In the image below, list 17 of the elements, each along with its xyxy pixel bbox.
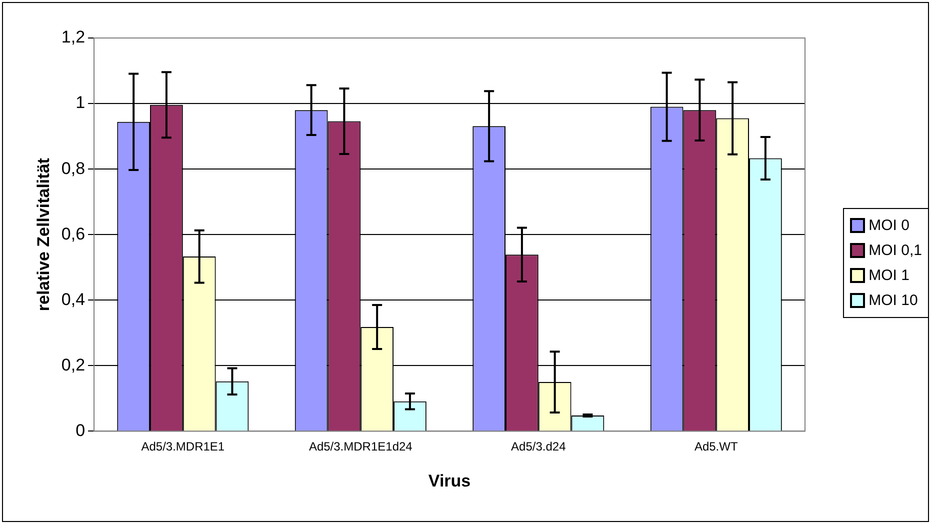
y-tick-label: 0,8	[61, 158, 86, 178]
y-tick-label: 0,6	[61, 224, 86, 244]
x-tick-label: Ad5/3.MDR1E1	[141, 440, 225, 454]
legend-label: MOI 0	[868, 216, 910, 236]
x-axis-title: Virus	[428, 471, 471, 490]
y-tick-label: 0,4	[61, 290, 86, 309]
y-tick-label: 0	[76, 420, 86, 440]
y-tick-label: 1,2	[61, 28, 86, 47]
x-tick-label: Ad5/3.d24	[511, 440, 566, 454]
y-tick-label: 0,2	[61, 355, 86, 374]
x-tick-label: Ad5.WT	[694, 440, 738, 454]
legend-label: MOI 10	[868, 291, 918, 311]
legend-label: MOI 0,1	[868, 241, 922, 261]
legend-label: MOI 1	[868, 266, 910, 286]
x-tick-label: Ad5/3.MDR1E1d24	[308, 440, 413, 454]
y-tick-label: 1	[76, 93, 86, 112]
y-axis-title: relative Zellvitalität	[34, 158, 53, 312]
